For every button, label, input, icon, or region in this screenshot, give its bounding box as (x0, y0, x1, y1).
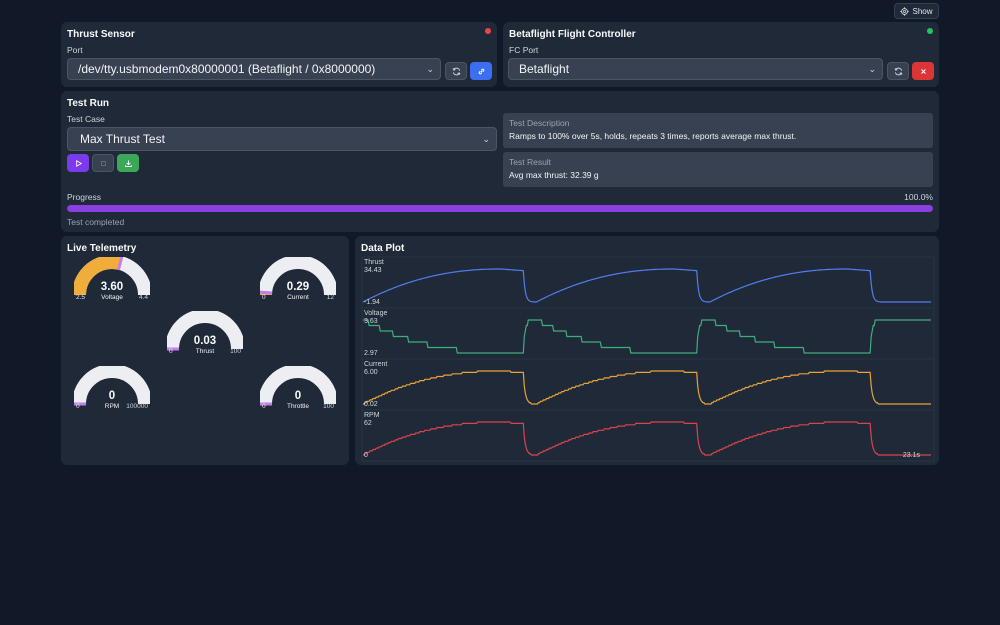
progress-fill (67, 205, 933, 212)
rpm-value: 0 (108, 390, 116, 402)
test-description-heading: Test Description (509, 118, 570, 128)
thrust-sensor-title: Thrust Sensor (67, 29, 135, 40)
port-select-value: /dev/tty.usbmodem0x80000001 (Betaflight … (78, 62, 376, 76)
flight-controller-panel: Betaflight Flight Controller FC Port Bet… (503, 22, 939, 87)
test-result-text: Avg max thrust: 32.39 g (509, 170, 599, 180)
voltage-max: 4.4 (138, 294, 148, 301)
live-telemetry-panel: Live Telemetry 3.60 Voltage 2.5 4.4 0.29… (61, 236, 349, 465)
thrust-label: Thrust (195, 348, 215, 355)
rpm-gauge: 0 RPM 0 100000 (74, 366, 150, 422)
live-telemetry-title: Live Telemetry (67, 243, 137, 254)
fc-port-select-value: Betaflight (519, 62, 570, 76)
fc-refresh-button[interactable] (887, 62, 909, 80)
test-case-select[interactable]: Max Thrust Test ⌄ (67, 127, 497, 151)
rpm-min: 0 (76, 403, 80, 410)
close-icon (920, 68, 926, 74)
thrust-max: 100 (230, 348, 241, 355)
rpm-series-min: 0 (364, 452, 368, 459)
test-result-box: Test Result Avg max thrust: 32.39 g (503, 152, 933, 187)
download-icon (124, 159, 132, 167)
voltage-series-max: 3.63 (364, 318, 378, 325)
voltage-series-min: 2.97 (364, 350, 378, 357)
thrust-gauge: 0.03 Thrust 0 100 (167, 311, 243, 367)
rpm-series-max: 62 (364, 420, 372, 427)
plot-time-label: 23.1s (903, 452, 921, 459)
gear-icon (900, 6, 910, 16)
test-case-select-value: Max Thrust Test (80, 132, 165, 146)
thrust-value: 0.03 (193, 335, 217, 347)
throttle-gauge: 0 Throttle 0 100 (260, 366, 336, 422)
current-max: 12 (326, 294, 334, 301)
flight-controller-status-dot (927, 28, 933, 34)
current-series-name: Current (364, 361, 387, 368)
stop-test-button[interactable] (92, 154, 114, 172)
rpm-series-name: RPM (364, 412, 380, 419)
thrust-sensor-status-dot (485, 28, 491, 34)
rpm-series-line (363, 421, 931, 456)
test-result-heading: Test Result (509, 157, 552, 167)
port-select[interactable]: /dev/tty.usbmodem0x80000001 (Betaflight … (67, 58, 441, 80)
plot-grid (361, 256, 935, 462)
port-label: Port (67, 45, 83, 55)
show-button[interactable]: Show (894, 3, 939, 19)
thrust-min: 0 (169, 348, 173, 355)
progress-percent: 100.0% (904, 192, 933, 202)
test-run-title: Test Run (67, 98, 110, 109)
current-series-max: 6.00 (364, 369, 378, 376)
current-label: Current (287, 294, 309, 301)
voltage-label: Voltage (101, 294, 123, 301)
progress-track (67, 205, 933, 212)
chevron-down-icon: ⌄ (482, 134, 490, 144)
flight-controller-title: Betaflight Flight Controller (509, 29, 636, 40)
test-description-text: Ramps to 100% over 5s, holds, repeats 3 … (509, 131, 797, 141)
play-icon (75, 159, 82, 167)
voltage-min: 2.5 (76, 294, 86, 301)
data-plot-title: Data Plot (361, 243, 405, 254)
throttle-value: 0 (294, 390, 302, 402)
current-gauge: 0.29 Current 0 12 (260, 257, 336, 313)
voltage-gauge: 3.60 Voltage 2.5 4.4 (74, 257, 150, 313)
progress-status-text: Test completed (67, 217, 125, 227)
current-min: 0 (262, 294, 266, 301)
show-button-label: Show (912, 6, 933, 16)
fc-port-label: FC Port (509, 45, 539, 55)
fc-port-select[interactable]: Betaflight ⌄ (508, 58, 883, 80)
voltage-series-name: Voltage (364, 310, 387, 317)
link-icon (478, 68, 484, 74)
refresh-icon (452, 67, 460, 75)
rpm-label: RPM (104, 403, 120, 410)
throttle-min: 0 (262, 403, 266, 410)
stop-icon (100, 160, 106, 166)
test-run-panel: Test Run Test Case Max Thrust Test ⌄ Tes… (61, 91, 939, 232)
throttle-label: Throttle (286, 403, 310, 410)
chevron-down-icon: ⌄ (426, 64, 434, 74)
start-test-button[interactable] (67, 154, 89, 172)
throttle-max: 100 (323, 403, 334, 410)
connect-button[interactable] (470, 62, 492, 80)
refresh-ports-button[interactable] (445, 62, 467, 80)
thrust-series-max: 34.43 (364, 267, 382, 274)
voltage-series-line (363, 319, 931, 354)
thrust-series-line (362, 268, 931, 303)
thrust-series-min: -1.94 (364, 299, 380, 306)
progress-label: Progress (67, 192, 102, 202)
thrust-sensor-panel: Thrust Sensor Port /dev/tty.usbmodem0x80… (61, 22, 497, 87)
refresh-icon (894, 67, 902, 75)
current-series-line (363, 370, 931, 405)
download-button[interactable] (117, 154, 139, 172)
fc-disconnect-button[interactable] (912, 62, 934, 80)
voltage-value: 3.60 (100, 281, 124, 293)
current-series-min: 0.02 (364, 401, 378, 408)
chevron-down-icon: ⌄ (868, 64, 876, 74)
thrust-series-name: Thrust (364, 259, 384, 266)
data-plot-panel: Data Plot Thrust 34.43 -1.94 Voltage 3.6… (355, 236, 939, 465)
test-case-label: Test Case (67, 114, 105, 124)
current-value: 0.29 (286, 281, 310, 293)
test-description-box: Test Description Ramps to 100% over 5s, … (503, 113, 933, 148)
data-plot-chart: Thrust 34.43 -1.94 Voltage 3.63 2.97 Cur… (361, 256, 935, 462)
rpm-max: 100000 (126, 403, 148, 410)
